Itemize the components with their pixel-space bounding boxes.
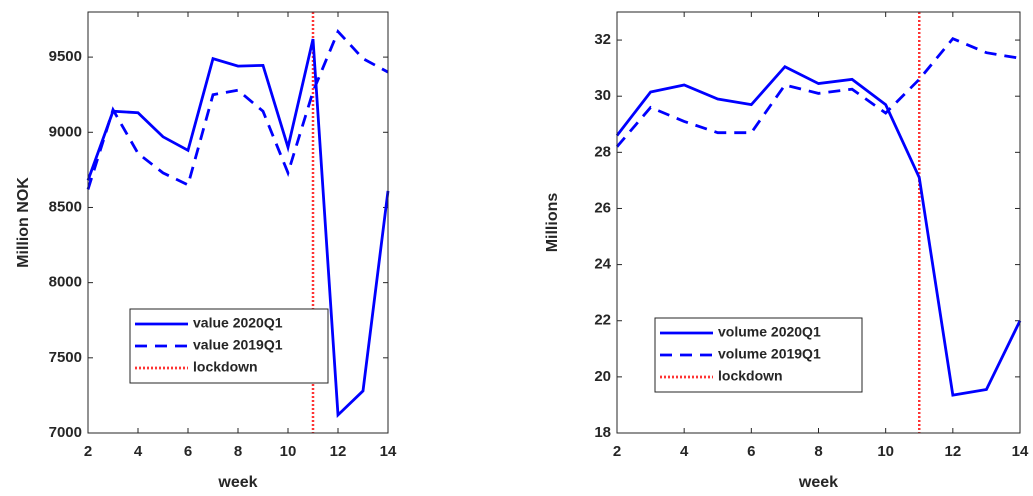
y-tick-label: 32 (594, 31, 611, 48)
y-tick-label: 8500 (49, 198, 82, 215)
x-axis-label: week (217, 474, 257, 491)
axes: 7000 7500 8000 8500 9000 9500 2 4 6 8 10 12 14 week Mi… (15, 12, 397, 491)
y-axis-label: Million NOK (15, 177, 32, 268)
x-tick-label: 8 (814, 443, 822, 460)
x-axis-label: week (798, 474, 838, 491)
y-axis-label: Millions (544, 193, 561, 253)
y-tick-label: 18 (594, 424, 611, 441)
x-tick-label: 12 (944, 443, 961, 460)
y-tick-label: 7000 (49, 424, 82, 441)
legend-label: volume 2020Q1 (718, 324, 821, 340)
x-tick-label: 14 (1012, 443, 1029, 460)
legend-label: lockdown (718, 368, 783, 384)
y-tick-label: 20 (594, 368, 611, 385)
y-tick-label: 8000 (49, 274, 82, 291)
y-tick-label: 9500 (49, 48, 82, 65)
y-tick-label: 26 (594, 199, 611, 216)
legend-label: value 2020Q1 (193, 315, 283, 331)
legend-label: lockdown (193, 359, 258, 375)
y-tick-label: 22 (594, 312, 611, 329)
legend: value 2020Q1 value 2019Q1 lockdown (129, 308, 329, 384)
x-tick-label: 6 (184, 443, 192, 460)
x-tick-label: 14 (380, 443, 397, 460)
y-tick-label: 24 (594, 256, 611, 273)
x-tick-label: 2 (613, 443, 621, 460)
series-line (615, 36, 1021, 148)
legend-label: value 2019Q1 (193, 337, 283, 353)
axes-box (87, 11, 389, 434)
y-tick-label: 28 (594, 143, 611, 160)
series-line (86, 28, 389, 190)
x-tick-label: 6 (747, 443, 755, 460)
x-tick-label: 8 (234, 443, 242, 460)
series-line (86, 38, 390, 419)
x-tick-label: 12 (330, 443, 347, 460)
x-tick-label: 10 (877, 443, 894, 460)
legend-label: volume 2019Q1 (718, 346, 821, 362)
x-tick-label: 10 (280, 443, 297, 460)
legend: volume 2020Q1 volume 2019Q1 lockdown (654, 317, 863, 393)
x-tick-label: 2 (84, 443, 92, 460)
series-line (615, 64, 1022, 397)
y-tick-label: 7500 (49, 349, 82, 366)
x-tick-label: 4 (680, 443, 689, 460)
y-tick-label: 30 (594, 87, 611, 104)
x-tick-label: 4 (134, 443, 143, 460)
axes-box (616, 11, 1021, 434)
y-tick-label: 9000 (49, 123, 82, 140)
